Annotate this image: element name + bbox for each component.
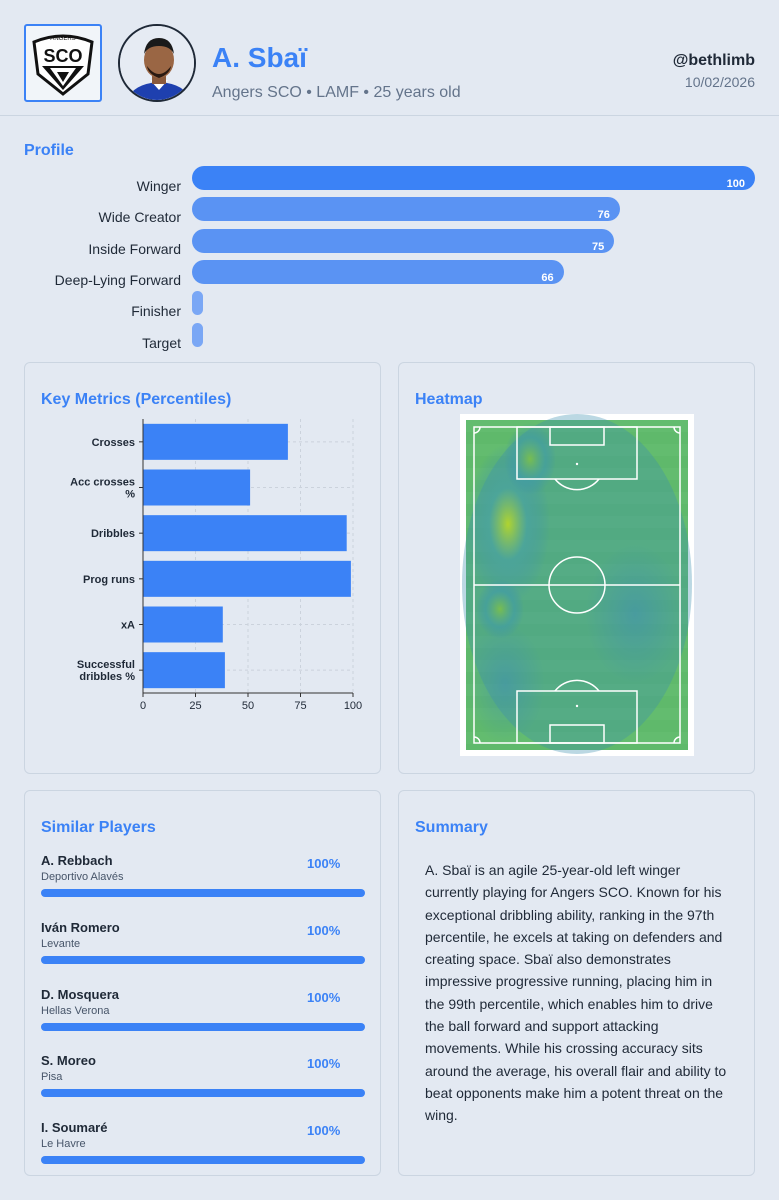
profile-role-label: Winger [136,178,181,194]
similar-player-item: S. Moreo Pisa 100% [41,1053,365,1113]
similar-player-club: Deportivo Alavés [41,871,124,883]
similar-player-item: A. Rebbach Deportivo Alavés 100% [41,853,365,913]
profile-role-label: Finisher [131,303,181,319]
similar-players-card: Similar Players A. Rebbach Deportivo Alav… [24,790,381,1176]
profile-role-label: Deep-Lying Forward [54,272,181,288]
similarity-bar [41,1156,365,1164]
profile-role-bar: 76 [192,197,620,221]
similarity-bar [41,956,365,964]
similarity-percent: 100% [307,923,341,938]
key-metrics-chart: Crosses Acc crosses % Dribbles Prog runs xA Su… [70,419,362,712]
heatmap-pitch [460,414,694,756]
summary-text: A. Sbaï is an agile 25-year-old left win… [425,862,727,1124]
similarity-bar [41,1089,365,1097]
player-avatar [118,24,196,102]
player-name: A. Sbaï [212,42,307,73]
profile-role-row: Wide Creator 76 [0,197,779,225]
profile-role-bar: 75 [192,229,615,253]
similar-player-item: Iván Romero Levante 100% [41,920,365,980]
similar-player-club: Pisa [41,1071,63,1083]
x-tick-label: 25 [189,700,201,712]
metric-bar [143,560,351,597]
profile-role-row: Inside Forward 75 [0,229,779,257]
player-meta: Angers SCO • LAMF • 25 years old [212,84,461,101]
y-tick-label: Successful dribbles % [77,659,135,683]
key-metrics-card: Key Metrics (Percentiles) Crosses Acc cro… [24,362,381,774]
profile-role-row: Deep-Lying Forward 66 [0,260,779,288]
profile-role-row: Target [0,323,779,351]
similar-player-club: Le Havre [41,1138,86,1150]
metric-bar [143,515,347,552]
summary-card: Summary A. Sbaï is an agile 25-year-old … [398,790,755,1176]
metric-bar [143,606,223,643]
report-date: 10/02/2026 [684,74,755,90]
similar-player-club: Hellas Verona [41,1005,110,1017]
x-tick-label: 0 [140,700,146,712]
similar-player-name: D. Mosquera [41,987,120,1002]
summary-title: Summary [415,819,488,836]
club-logo: ANGERS SCO [24,24,102,102]
similarity-bar [41,1023,365,1031]
profile-role-value: 100 [726,178,745,190]
similarity-percent: 100% [307,1123,341,1138]
profile-role-bar: 100 [192,166,755,190]
club-crest-icon: ANGERS SCO [32,34,94,96]
profile-role-label: Inside Forward [88,241,181,257]
similar-player-name: S. Moreo [41,1053,96,1068]
similar-player-name: A. Rebbach [41,853,113,868]
metric-bar [143,652,225,689]
similar-player-item: I. Soumaré Le Havre 100% [41,1120,365,1180]
similarity-percent: 100% [307,1056,341,1071]
y-tick-label: Crosses [92,437,135,449]
y-tick-label: Prog runs [83,574,135,586]
heatmap-card: Heatmap [398,362,755,774]
profile-role-row: Finisher [0,291,779,319]
similarity-bar [41,889,365,897]
profile-role-row: Winger 100 [0,166,779,194]
y-tick-label: Acc crosses% [70,477,135,501]
heatmap-title: Heatmap [415,391,483,408]
profile-role-label: Target [142,335,181,351]
key-metrics-title: Key Metrics (Percentiles) [41,391,232,408]
similar-player-name: Iván Romero [41,920,120,935]
author-handle: @bethlimb [672,52,755,69]
similarity-percent: 100% [307,856,341,871]
metric-bar [143,469,251,506]
similar-players-title: Similar Players [41,819,156,836]
y-tick-label: Dribbles [91,528,135,540]
x-tick-label: 50 [242,700,254,712]
profile-role-bar [192,291,203,315]
y-tick-label: xA [121,620,135,632]
profile-role-value: 75 [592,241,605,253]
similarity-percent: 100% [307,990,341,1005]
header: ANGERS SCO A. Sbaï Angers SCO • LAMF • 2… [0,0,779,116]
profile-title: Profile [24,142,74,159]
player-photo-icon [120,26,194,100]
x-tick-label: 75 [294,700,306,712]
profile-role-bar: 66 [192,260,564,284]
profile-role-bar [192,323,203,347]
profile-role-label: Wide Creator [98,209,181,225]
club-logo-top-text: ANGERS [50,36,75,42]
similar-player-name: I. Soumaré [41,1120,108,1135]
similar-player-item: D. Mosquera Hellas Verona 100% [41,987,365,1047]
x-tick-label: 100 [344,700,362,712]
profile-role-value: 76 [597,209,610,221]
similar-player-club: Levante [41,938,81,950]
metric-bar [143,423,288,460]
club-logo-text: SCO [43,46,82,66]
profile-role-value: 66 [541,272,554,284]
